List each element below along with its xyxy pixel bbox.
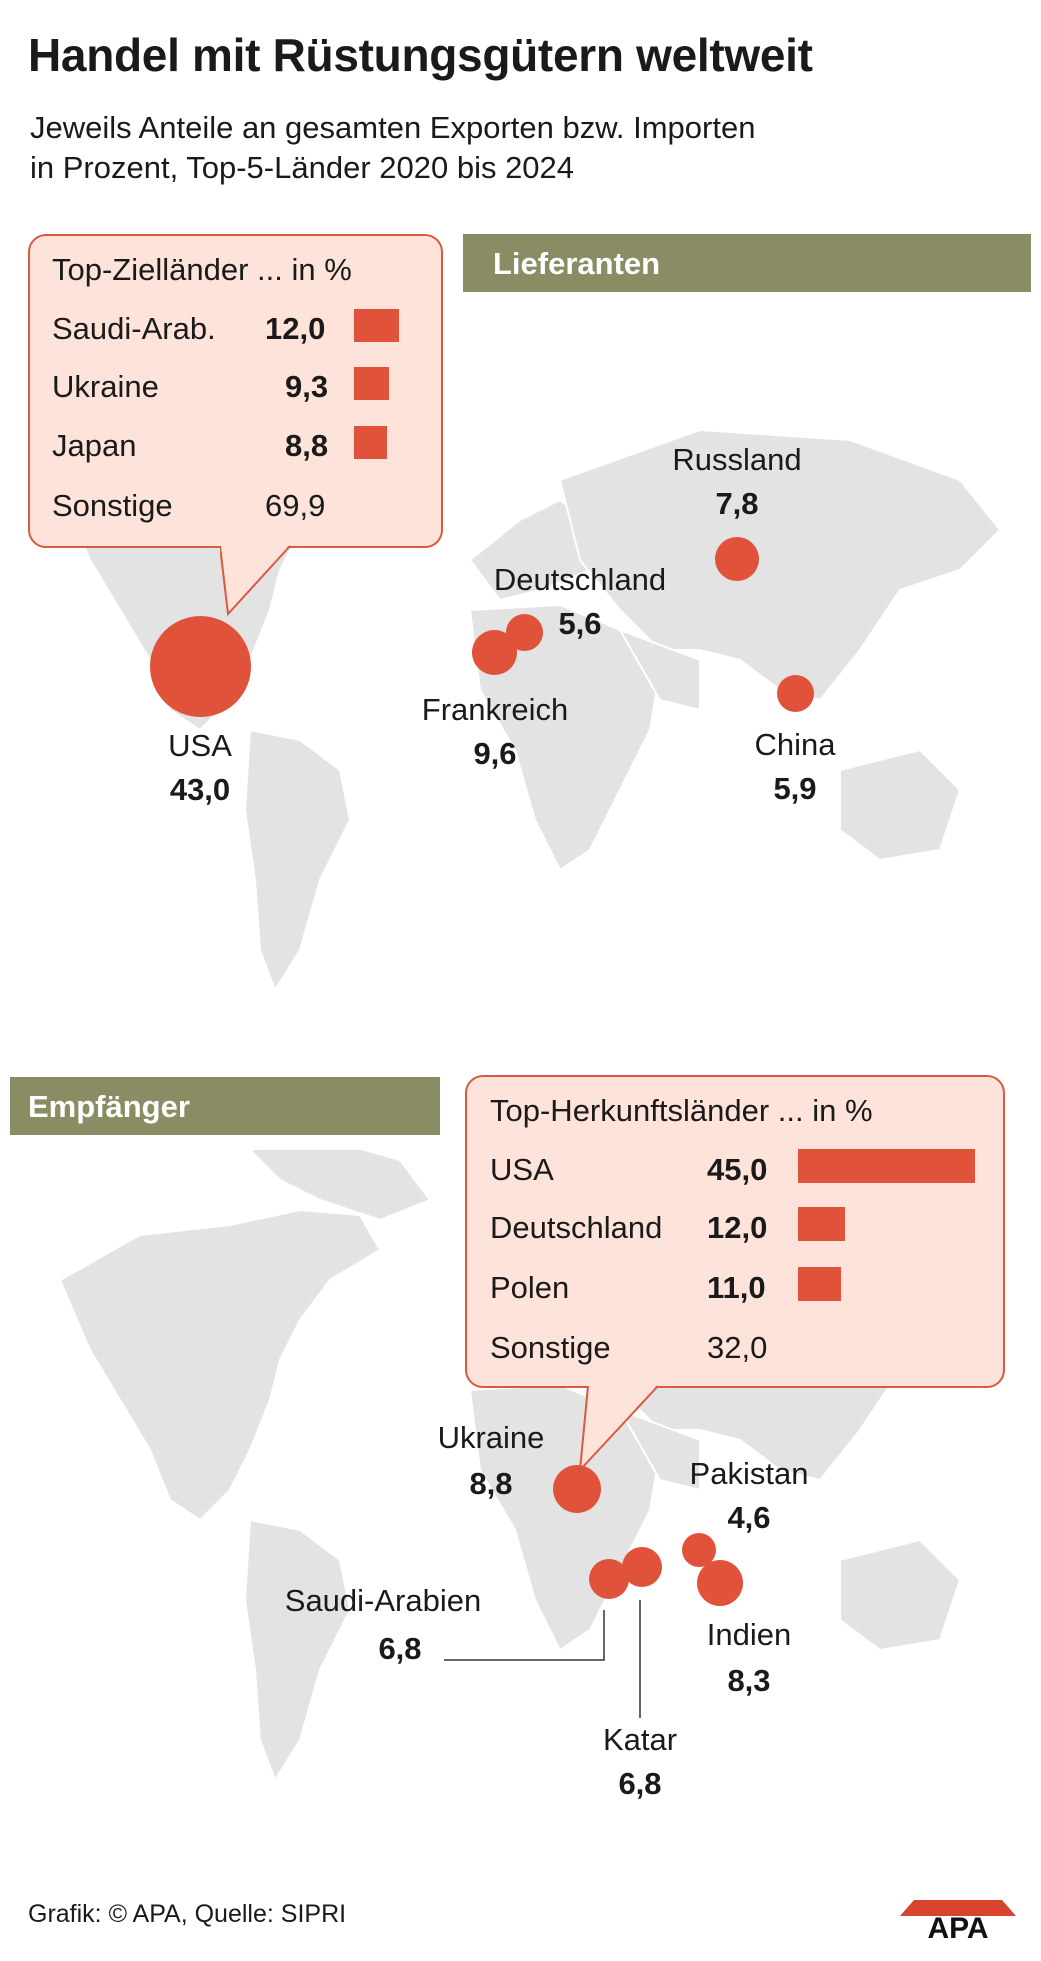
recipients-callout — [465, 1075, 1005, 1388]
value-deutschland: 5,6 — [558, 606, 602, 641]
suppliers-callout-title: Top-Zielländer ... in % — [52, 252, 352, 287]
suppliers-callout-bar — [354, 309, 399, 342]
value-ukraine: 8,8 — [469, 1466, 513, 1501]
recipients-callout-bar — [798, 1267, 841, 1301]
bubble-russland — [715, 537, 759, 581]
value-indien: 8,3 — [727, 1663, 771, 1698]
suppliers-callout-value: 9,3 — [285, 369, 329, 404]
value-usa: 43,0 — [169, 772, 231, 807]
label-saudi-arabien: Saudi-Arabien — [284, 1583, 482, 1618]
subtitle-line-1: Jeweils Anteile an gesamten Exporten bzw… — [30, 110, 756, 145]
bubble-deutschland — [506, 614, 543, 651]
leader-lines — [444, 1600, 641, 1718]
recipients-callout-name: USA — [490, 1152, 554, 1187]
label-katar: Katar — [602, 1722, 678, 1757]
apa-logo: APA — [900, 1900, 1016, 1940]
bubble-indien — [697, 1560, 743, 1606]
recipients-callout-value: 32,0 — [707, 1330, 768, 1365]
suppliers-callout-value: 69,9 — [265, 488, 326, 523]
infographic-title: Handel mit Rüstungsgütern weltweit — [28, 29, 813, 81]
suppliers-callout-bar — [354, 426, 387, 459]
value-frankreich: 9,6 — [473, 736, 517, 771]
value-saudi-arabien: 6,8 — [378, 1631, 422, 1666]
label-indien: Indien — [706, 1617, 792, 1652]
suppliers-heading: Lieferanten — [463, 234, 1031, 292]
label-usa: USA — [168, 728, 232, 763]
recipients-callout-pointer — [578, 1384, 659, 1473]
suppliers-callout-name: Sonstige — [52, 488, 173, 523]
apa-logo-text: APA — [927, 1912, 988, 1940]
bubble-china — [777, 675, 814, 712]
bubble-ukraine — [553, 1465, 601, 1513]
recipients-callout-name: Polen — [490, 1270, 570, 1305]
recipients-callout-value: 11,0 — [707, 1270, 766, 1305]
bubble-usa — [150, 616, 251, 717]
recipients-callout-name: Deutschland — [490, 1210, 663, 1245]
value-pakistan: 4,6 — [727, 1500, 771, 1535]
suppliers-callout-value: 12,0 — [265, 311, 326, 346]
label-deutschland: Deutschland — [493, 562, 667, 597]
subtitle-line-2: in Prozent, Top-5-Länder 2020 bis 2024 — [30, 150, 575, 185]
source-credit: Grafik: © APA, Quelle: SIPRI — [28, 1900, 347, 1928]
value-russland: 7,8 — [715, 486, 759, 521]
value-katar: 6,8 — [618, 1766, 662, 1801]
bubble-pakistan — [682, 1533, 716, 1567]
label-russland: Russland — [672, 442, 802, 477]
recipients-callout-value: 45,0 — [707, 1152, 768, 1187]
suppliers-callout-name: Japan — [52, 428, 137, 463]
recipients-callout-bar — [798, 1207, 845, 1241]
label-ukraine: Ukraine — [437, 1420, 545, 1455]
recipients-heading: Empfänger — [10, 1077, 440, 1135]
label-pakistan: Pakistan — [689, 1456, 809, 1491]
suppliers-callout-value: 8,8 — [285, 428, 329, 463]
label-frankreich: Frankreich — [421, 692, 569, 727]
suppliers-callout-pointer — [220, 544, 291, 617]
recipients-callout-name: Sonstige — [490, 1330, 611, 1365]
value-china: 5,9 — [773, 771, 817, 806]
label-china: China — [754, 727, 836, 762]
recipients-callout-title: Top-Herkunftsländer ... in % — [490, 1093, 873, 1128]
suppliers-callout-bar — [354, 367, 389, 400]
recipients-callout-value: 12,0 — [707, 1210, 768, 1245]
suppliers-callout-name: Saudi-Arab. — [52, 311, 216, 346]
bubble-saudi-arabien — [589, 1559, 629, 1599]
suppliers-callout-name: Ukraine — [52, 369, 159, 404]
recipients-callout-bar — [798, 1149, 975, 1183]
world-map-suppliers — [58, 323, 1002, 993]
